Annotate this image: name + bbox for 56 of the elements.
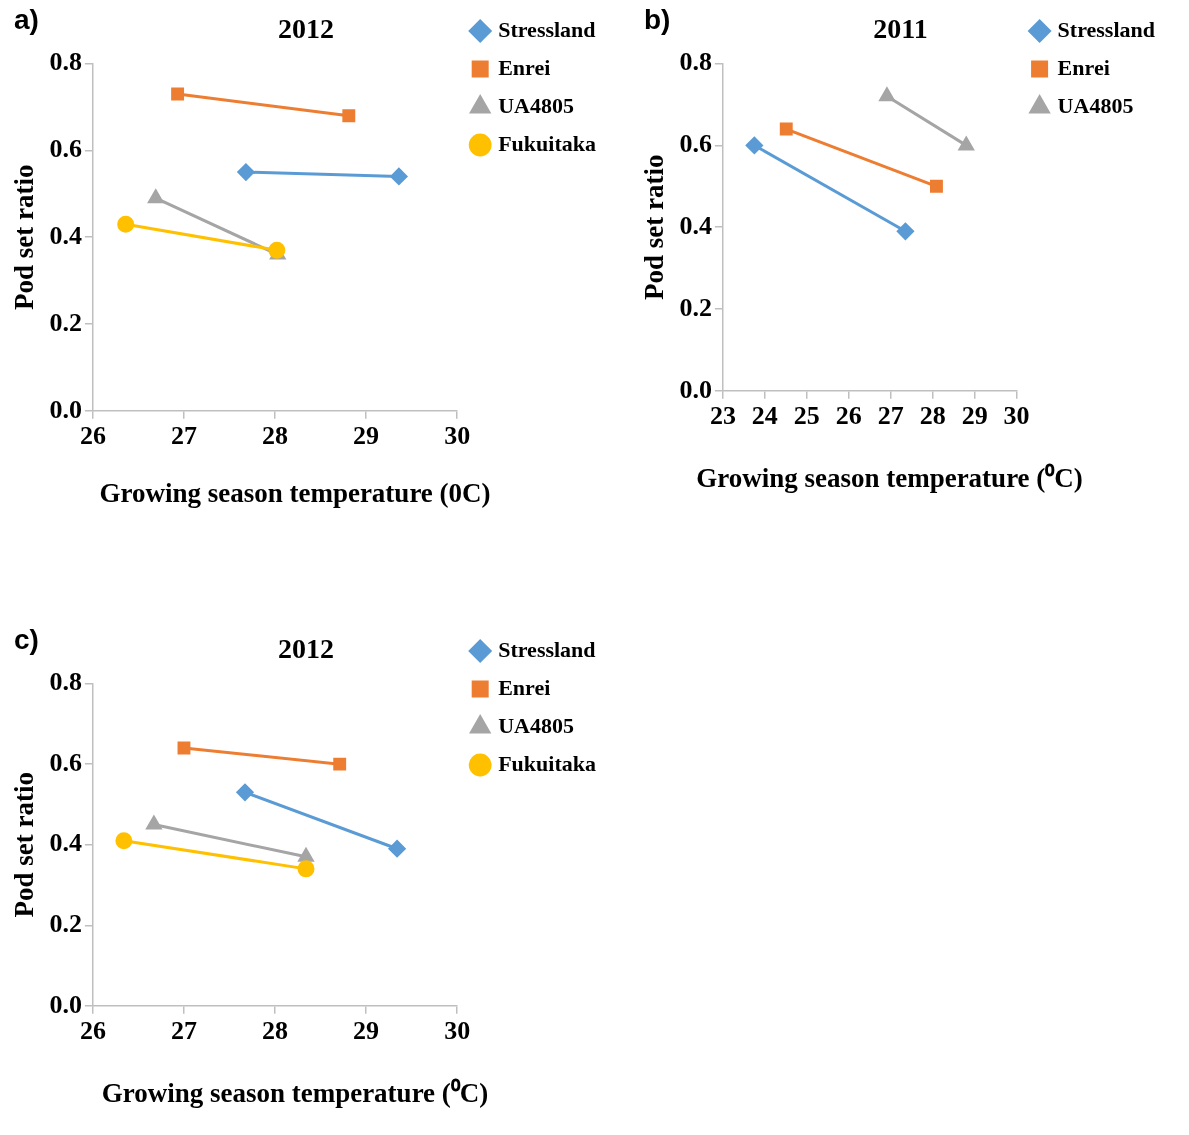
x-tick-label: 28 (262, 1016, 289, 1046)
y-tick-label: 0.4 (49, 828, 82, 858)
y-tick-label: 0.2 (49, 908, 82, 938)
x-tick-label: 27 (170, 1016, 197, 1046)
legend-label: Enrei (498, 54, 551, 80)
x-tick-label: 30 (444, 1016, 471, 1046)
y-tick-label: 0.4 (49, 220, 82, 250)
text: b) (644, 4, 671, 36)
text: c) (14, 624, 39, 656)
x-tick-label: 27 (877, 401, 904, 431)
x-tick-label: 30 (444, 421, 471, 451)
x-tick-label: 29 (353, 421, 380, 451)
legend-label: Stressland (498, 16, 596, 42)
x-tick-label: 29 (961, 401, 988, 431)
x-axis-title: Growing season temperature (⁰C) (100, 1077, 490, 1110)
x-axis-title: Growing season temperature (0C) (98, 478, 492, 509)
y-tick-label: 0.6 (49, 747, 82, 777)
x-axis-title: Growing season temperature (⁰C) (695, 462, 1084, 495)
y-tick-label: 0.0 (679, 374, 712, 404)
x-tick-label: 25 (793, 401, 820, 431)
x-tick-label: 29 (353, 1016, 380, 1046)
y-axis-title: Pod set ratio (9, 771, 40, 918)
legend-label: Enrei (498, 674, 551, 700)
x-tick-label: 26 (79, 1016, 106, 1046)
x-tick-label: 23 (709, 401, 736, 431)
x-tick-label: 26 (79, 421, 106, 451)
x-tick-label: 24 (751, 401, 778, 431)
y-tick-label: 0.6 (679, 129, 712, 159)
x-tick-label: 26 (835, 401, 862, 431)
x-tick-label: 30 (1003, 401, 1030, 431)
x-tick-label: 27 (170, 421, 197, 451)
y-tick-label: 0.0 (49, 394, 82, 424)
y-tick-label: 0.2 (49, 307, 82, 337)
legend-label: UA4805 (498, 92, 574, 118)
legend-label: Stressland (498, 636, 596, 662)
y-tick-label: 0.4 (679, 210, 712, 240)
y-tick-label: 0.6 (49, 134, 82, 164)
legend-label: Enrei (1057, 54, 1110, 80)
y-tick-label: 0.0 (49, 989, 82, 1019)
y-tick-label: 0.2 (679, 292, 712, 322)
legend-label: Stressland (1057, 16, 1156, 42)
y-tick-label: 0.8 (679, 47, 712, 77)
chart-title: 2012 (278, 13, 334, 45)
legend-label: UA4805 (1057, 92, 1134, 118)
x-tick-label: 28 (919, 401, 946, 431)
x-tick-label: 28 (262, 421, 289, 451)
chart-title: 2012 (278, 633, 334, 665)
y-tick-label: 0.8 (49, 47, 82, 77)
y-axis-title: Pod set ratio (639, 154, 670, 300)
y-axis-title: Pod set ratio (9, 164, 40, 310)
legend-label: Fukuitaka (498, 750, 597, 776)
legend-label: UA4805 (498, 712, 574, 738)
legend-label: Fukuitaka (498, 130, 597, 156)
text: a) (14, 4, 39, 36)
chart-title: 2011 (873, 13, 928, 45)
y-tick-label: 0.8 (49, 667, 82, 697)
